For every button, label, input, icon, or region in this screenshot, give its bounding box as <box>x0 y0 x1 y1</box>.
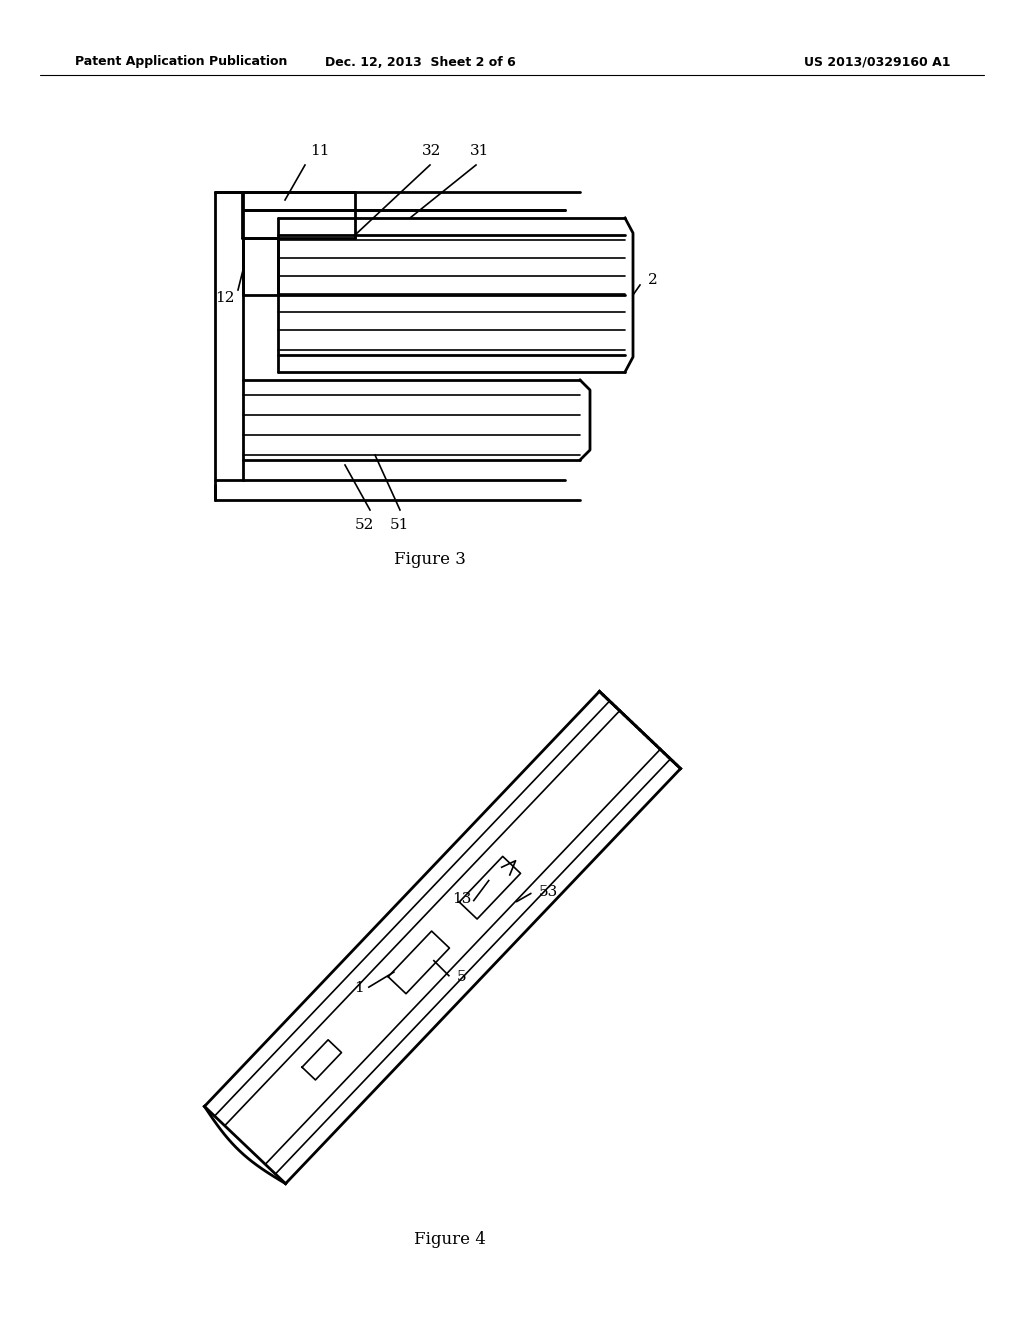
Text: 2: 2 <box>648 273 657 286</box>
Text: 51: 51 <box>390 517 410 532</box>
Text: 52: 52 <box>355 517 375 532</box>
Text: Figure 3: Figure 3 <box>394 552 466 569</box>
Text: 11: 11 <box>310 144 330 158</box>
Text: Figure 4: Figure 4 <box>414 1232 486 1249</box>
Text: 32: 32 <box>422 144 441 158</box>
Text: Dec. 12, 2013  Sheet 2 of 6: Dec. 12, 2013 Sheet 2 of 6 <box>325 55 515 69</box>
Text: US 2013/0329160 A1: US 2013/0329160 A1 <box>804 55 950 69</box>
Text: Patent Application Publication: Patent Application Publication <box>75 55 288 69</box>
Text: 31: 31 <box>470 144 489 158</box>
Text: 12: 12 <box>215 290 234 305</box>
Text: 1: 1 <box>354 981 364 995</box>
Text: 13: 13 <box>453 891 472 906</box>
Text: 5: 5 <box>457 970 467 983</box>
Text: 53: 53 <box>539 884 558 899</box>
